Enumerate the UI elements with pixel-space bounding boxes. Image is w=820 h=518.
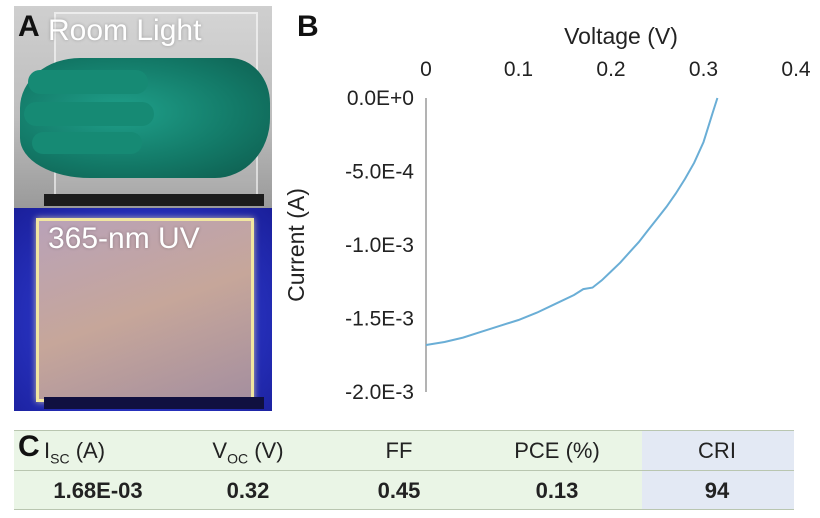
y-tick-label: -1.0E-3	[345, 234, 414, 257]
header-cri: CRI	[698, 438, 736, 463]
header-voc-main: V	[212, 438, 228, 463]
x-tick-label: 0.1	[504, 58, 533, 81]
x-tick-label: 0	[420, 58, 432, 81]
x-tick-label: 0.2	[596, 58, 625, 81]
header-isc-main: I	[44, 438, 51, 463]
panel-b-letter: B	[297, 10, 319, 43]
glass-stand	[44, 194, 264, 206]
y-tick-label: -2.0E-3	[345, 381, 414, 404]
glove-finger	[24, 102, 154, 126]
panel-a-letter: A	[18, 10, 40, 43]
uv-light-photo: 365-nm UV	[14, 208, 272, 411]
y-tick-label: 0.0E+0	[347, 87, 414, 110]
panel-c-letter: C	[18, 430, 40, 463]
header-pce: PCE (%)	[514, 438, 600, 463]
header-isc-unit: (A)	[69, 438, 106, 463]
header-ff: FF	[385, 438, 413, 463]
glove-finger	[32, 132, 142, 154]
y-tick-label: -5.0E-4	[345, 161, 414, 184]
x-tick-label: 0.4	[781, 58, 811, 81]
glass-stand	[44, 397, 264, 409]
iv-curve-chart: 0 0.1 0.2 0.3 0.4 0.0E+0 -5.0E-4 -1.0E-3 -1.5E-…	[283, 23, 811, 404]
y-axis-title: Current (A)	[283, 188, 309, 302]
header-voc: VOC (V)	[188, 438, 308, 466]
room-light-label: Room Light	[48, 14, 202, 47]
header-isc: ISC (A)	[44, 438, 154, 466]
header-isc-sub: SC	[50, 450, 70, 467]
x-tick-label: 0.3	[689, 58, 718, 81]
value-isc: 1.68E-03	[53, 478, 143, 503]
value-pce: 0.13	[535, 478, 579, 503]
room-light-photo: Room Light	[14, 6, 272, 208]
header-voc-sub: OC	[227, 450, 249, 467]
value-ff: 0.45	[377, 478, 421, 503]
header-voc-unit: (V)	[248, 438, 284, 463]
table-line-mid	[14, 470, 794, 471]
uv-light-label: 365-nm UV	[48, 222, 200, 255]
metrics-table: C ISC (A) VOC (V) FF PCE (%) CRI 1.68E-0…	[14, 430, 794, 510]
value-voc: 0.32	[226, 478, 270, 503]
table-line-top	[14, 430, 794, 431]
value-cri: 94	[704, 478, 730, 503]
iv-curve-line	[425, 97, 719, 346]
y-tick-label: -1.5E-3	[345, 308, 414, 331]
table-line-bottom	[14, 509, 794, 510]
glove-finger	[28, 70, 148, 94]
x-axis-title: Voltage (V)	[564, 23, 678, 49]
